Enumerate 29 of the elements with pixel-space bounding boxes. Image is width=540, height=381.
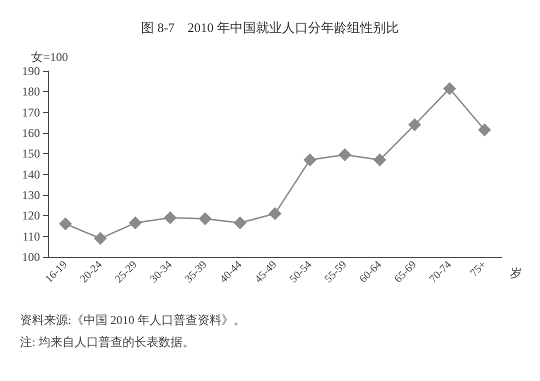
point <box>234 216 247 230</box>
point <box>198 212 212 226</box>
point <box>58 217 72 230</box>
point <box>443 82 456 96</box>
y-tick-label: 110 <box>22 229 40 244</box>
point <box>268 207 282 220</box>
y-tick-label: 100 <box>22 250 40 264</box>
y-tick-label: 190 <box>22 64 40 78</box>
y-tick-label: 150 <box>22 146 40 161</box>
point <box>408 118 422 132</box>
point <box>338 148 352 162</box>
chart-title: 图 8-7 2010 年中国就业人口分年龄组性别比 <box>141 20 399 35</box>
point <box>94 232 107 245</box>
point <box>478 123 492 136</box>
y-tick-label: 140 <box>22 167 40 182</box>
point <box>373 153 386 166</box>
point <box>164 211 177 224</box>
x-axis-title: 岁 <box>510 266 522 280</box>
text: 资料来源:《中国 2010 年人口普查资料》。 <box>20 313 246 327</box>
text: 注: 均来自人口普查的长表数据。 <box>20 335 194 349</box>
point <box>128 216 142 230</box>
y-tick-label: 130 <box>22 188 40 202</box>
y-axis-title: 女=100 <box>31 50 68 64</box>
y-tick-label: 160 <box>22 126 40 140</box>
y-tick-label: 120 <box>22 208 40 223</box>
x-tick-label: 75+ <box>468 258 489 280</box>
y-tick-label: 180 <box>22 84 40 99</box>
y-tick-label: 170 <box>22 105 40 120</box>
point <box>303 153 316 166</box>
